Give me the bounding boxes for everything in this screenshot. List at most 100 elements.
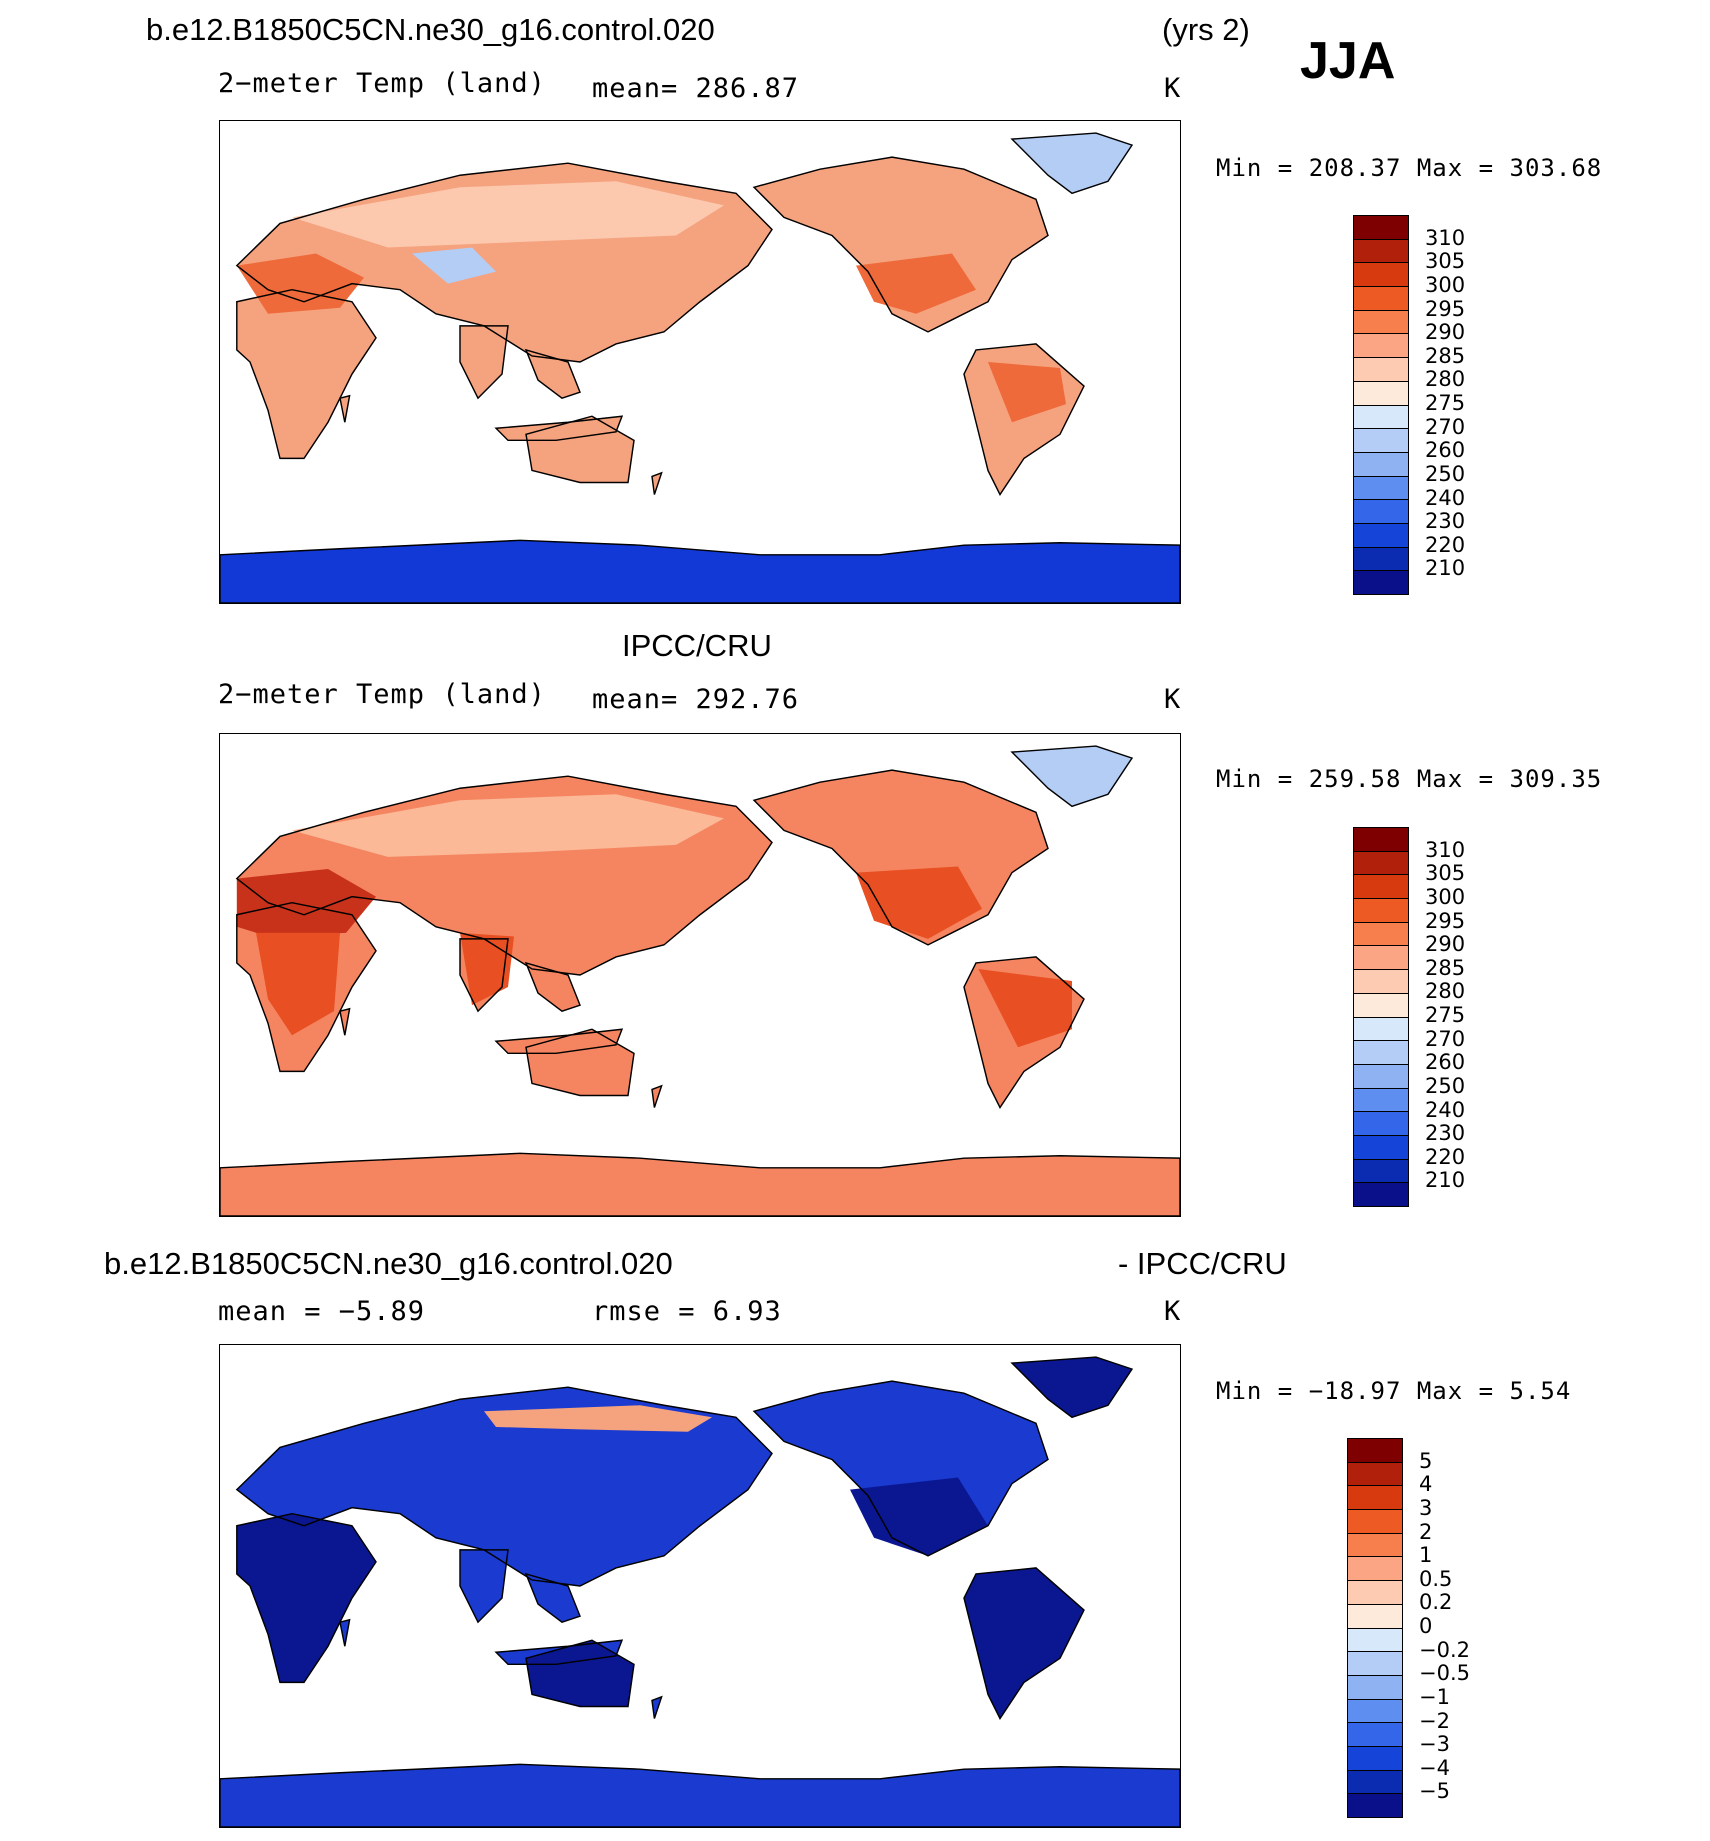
- obs-colorbar-tick-label: 310: [1425, 837, 1466, 862]
- obs-mean-label: mean= 292.76: [592, 684, 800, 715]
- diff-colorbar-swatch: [1348, 1699, 1402, 1724]
- diff-colorbar-tick-label: 2: [1419, 1519, 1433, 1544]
- model-colorbar-tick-label: 230: [1425, 509, 1466, 534]
- obs-colorbar-swatch: [1354, 1183, 1408, 1206]
- obs-greenland-cold: [1012, 746, 1132, 807]
- model-colorbar-swatch: [1354, 381, 1408, 406]
- obs-colorbar-swatch: [1354, 899, 1408, 923]
- obs-colorbar-swatch: [1354, 922, 1408, 947]
- diff-colorbar-tick-label: 0.2: [1419, 1590, 1453, 1615]
- diff-mean-label: mean = −5.89: [218, 1296, 426, 1327]
- obs-map-svg: [220, 745, 1180, 1216]
- model-units-label: K: [1164, 73, 1182, 104]
- obs-colorbar-tick-label: 240: [1425, 1097, 1466, 1122]
- model-colorbar-tick-label: 275: [1425, 391, 1466, 415]
- obs-colorbar-swatch: [1354, 1017, 1408, 1042]
- model-colorbar-swatch: [1354, 263, 1408, 288]
- obs-colorbar-tick-label: 230: [1425, 1121, 1466, 1146]
- diff-colorbar-swatch: [1348, 1439, 1402, 1463]
- obs-colorbar-tick-label: 250: [1425, 1073, 1466, 1098]
- model-colorbar-tick-label: 300: [1425, 272, 1466, 297]
- model-colorbar-tick-label: 305: [1425, 249, 1466, 274]
- years-label: (yrs 2): [1162, 12, 1250, 47]
- obs-colorbar-tick-label: 290: [1425, 932, 1466, 957]
- diff-colorbar-tick-label: −3: [1419, 1732, 1450, 1757]
- obs-colorbar-swatch: [1354, 875, 1408, 900]
- model-siberia-mild: [292, 181, 724, 248]
- obs-colorbar-swatch: [1354, 1088, 1408, 1113]
- model-colorbar-swatch: [1354, 571, 1408, 594]
- model-greenland-cold: [1012, 133, 1132, 194]
- diff-units-label: K: [1164, 1296, 1182, 1327]
- diff-colorbar-swatch: [1348, 1462, 1402, 1487]
- model-colorbar-tick-label: 270: [1425, 414, 1466, 439]
- obs-india-hot: [460, 932, 514, 1006]
- obs-us-hot: [856, 866, 982, 939]
- diff-colorbar-tick-label: 3: [1419, 1495, 1433, 1520]
- diff-colorbar-tick-label: 1: [1419, 1543, 1433, 1568]
- diff-colorbar-swatch: [1348, 1604, 1402, 1629]
- diff-colorbar: [1347, 1438, 1403, 1818]
- model-colorbar-swatch: [1354, 547, 1408, 572]
- model-colorbar-swatch: [1354, 429, 1408, 453]
- model-colorbar-swatch: [1354, 476, 1408, 501]
- model-colorbar-tick-label: 290: [1425, 320, 1466, 345]
- model-sahara-hot: [236, 253, 364, 314]
- model-variable-label: 2−meter Temp (land): [218, 68, 546, 99]
- diff-right-title: - IPCC/CRU: [1118, 1246, 1287, 1281]
- diff-colorbar-swatch: [1348, 1723, 1402, 1747]
- diff-colorbar-swatch: [1348, 1794, 1402, 1817]
- diff-colorbar-tick-label: 0: [1419, 1614, 1433, 1638]
- diff-greenland-neg: [1012, 1357, 1132, 1418]
- diff-colorbar-swatch: [1348, 1652, 1402, 1676]
- obs-colorbar-swatch: [1354, 1041, 1408, 1065]
- diff-colorbar-swatch: [1348, 1770, 1402, 1795]
- model-colorbar-tick-label: 260: [1425, 438, 1466, 463]
- obs-colorbar-swatch: [1354, 993, 1408, 1018]
- obs-amazon-hot: [978, 968, 1072, 1048]
- obs-colorbar-swatch: [1354, 946, 1408, 971]
- obs-colorbar-swatch: [1354, 851, 1408, 876]
- model-mean-label: mean= 286.87: [592, 73, 800, 104]
- diff-map: [219, 1344, 1181, 1828]
- obs-map: [219, 733, 1181, 1217]
- obs-title: IPCC/CRU: [622, 628, 772, 663]
- diff-colorbar-tick-label: −0.2: [1419, 1637, 1470, 1662]
- obs-colorbar-tick-label: 275: [1425, 1003, 1466, 1027]
- diff-left-title: b.e12.B1850C5CN.ne30_g16.control.020: [104, 1246, 673, 1281]
- model-amazon-hot: [988, 362, 1066, 423]
- model-colorbar-swatch: [1354, 405, 1408, 430]
- diff-colorbar-swatch: [1348, 1557, 1402, 1582]
- diff-africa-neg: [236, 1513, 376, 1683]
- diff-colorbar-swatch: [1348, 1581, 1402, 1605]
- diff-colorbar-tick-label: −4: [1419, 1755, 1450, 1780]
- model-colorbar-swatch: [1354, 358, 1408, 382]
- model-colorbar-swatch: [1354, 452, 1408, 477]
- obs-colorbar: [1353, 827, 1409, 1207]
- diff-colorbar-swatch: [1348, 1533, 1402, 1558]
- diff-colorbar-tick-label: 4: [1419, 1472, 1433, 1497]
- obs-siberia-mild: [292, 794, 724, 857]
- diff-rmse-label: rmse = 6.93: [592, 1296, 782, 1327]
- model-colorbar-swatch: [1354, 216, 1408, 240]
- diff-colorbar-tick-label: −0.5: [1419, 1661, 1470, 1686]
- obs-colorbar-swatch: [1354, 1112, 1408, 1136]
- obs-colorbar-tick-label: 270: [1425, 1026, 1466, 1051]
- obs-colorbar-tick-label: 305: [1425, 861, 1466, 886]
- obs-units-label: K: [1164, 684, 1182, 715]
- model-colorbar: [1353, 215, 1409, 595]
- obs-colorbar-tick-label: 300: [1425, 884, 1466, 909]
- diff-siberia-warm: [484, 1405, 712, 1432]
- model-antarctica-ice: [220, 540, 1180, 603]
- diff-colorbar-tick-label: −1: [1419, 1684, 1450, 1709]
- diff-colorbar-swatch: [1348, 1510, 1402, 1534]
- obs-colorbar-tick-label: 285: [1425, 955, 1466, 980]
- diff-colorbar-tick-label: −2: [1419, 1708, 1450, 1733]
- model-map: [219, 120, 1181, 604]
- model-colorbar-tick-label: 280: [1425, 367, 1466, 392]
- model-colorbar-tick-label: 295: [1425, 296, 1466, 321]
- diff-us-neg: [850, 1477, 988, 1556]
- model-colorbar-swatch: [1354, 500, 1408, 524]
- obs-colorbar-swatch: [1354, 828, 1408, 852]
- obs-colorbar-tick-label: 280: [1425, 979, 1466, 1004]
